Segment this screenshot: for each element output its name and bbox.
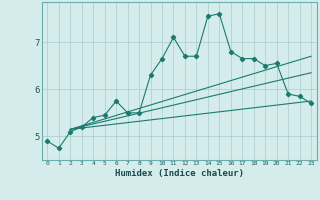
X-axis label: Humidex (Indice chaleur): Humidex (Indice chaleur) (115, 169, 244, 178)
